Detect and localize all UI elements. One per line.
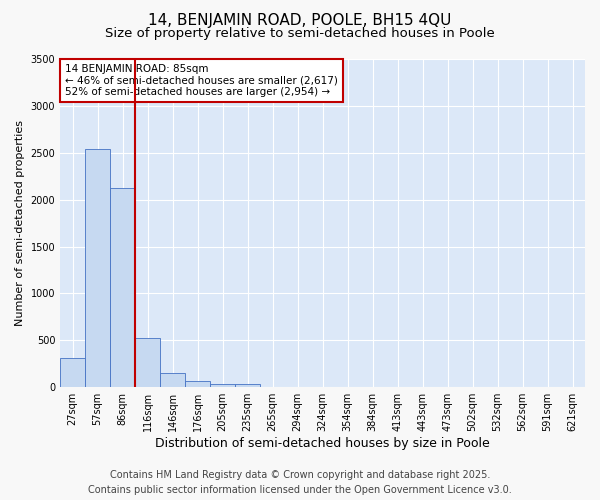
Bar [210, 384, 235, 387]
Bar [185, 380, 210, 387]
Bar [160, 372, 185, 387]
Bar [85, 149, 110, 387]
Bar [60, 358, 85, 387]
Text: Contains HM Land Registry data © Crown copyright and database right 2025.
Contai: Contains HM Land Registry data © Crown c… [88, 470, 512, 495]
Bar [135, 338, 160, 387]
X-axis label: Distribution of semi-detached houses by size in Poole: Distribution of semi-detached houses by … [155, 437, 490, 450]
Bar [110, 188, 135, 387]
Text: 14 BENJAMIN ROAD: 85sqm
← 46% of semi-detached houses are smaller (2,617)
52% of: 14 BENJAMIN ROAD: 85sqm ← 46% of semi-de… [65, 64, 338, 97]
Text: Size of property relative to semi-detached houses in Poole: Size of property relative to semi-detach… [105, 28, 495, 40]
Y-axis label: Number of semi-detached properties: Number of semi-detached properties [15, 120, 25, 326]
Text: 14, BENJAMIN ROAD, POOLE, BH15 4QU: 14, BENJAMIN ROAD, POOLE, BH15 4QU [148, 12, 452, 28]
Bar [235, 384, 260, 387]
